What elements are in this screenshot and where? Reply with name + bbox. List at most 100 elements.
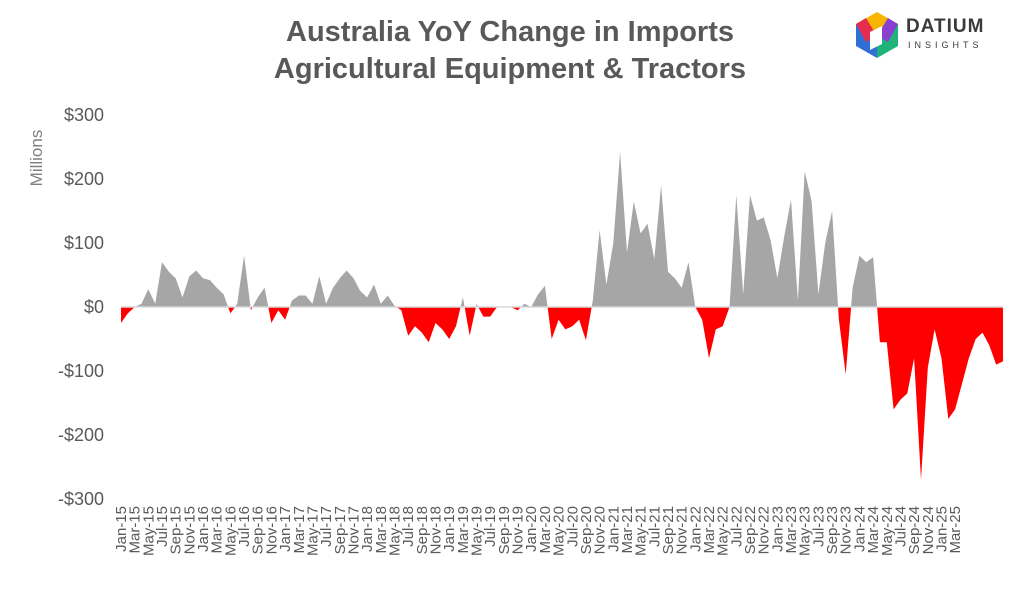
y-tick-label: $200 — [64, 169, 104, 189]
x-tick-label: Nov-24 — [920, 506, 937, 554]
x-tick-label: Mar-20 — [537, 506, 554, 554]
negative-area-7 — [510, 307, 521, 311]
negative-area-11 — [877, 307, 1003, 480]
x-tick-label: Jan-20 — [523, 506, 540, 552]
y-axis-ticks: $300 $200 $100 $0 -$100 -$200 -$300 — [58, 105, 104, 509]
negative-area-5 — [464, 307, 476, 336]
negative-area-6 — [478, 307, 497, 317]
x-tick-label: Sep-17 — [332, 506, 349, 554]
y-tick-label: -$300 — [58, 489, 104, 509]
x-tick-label: Jan-23 — [769, 506, 786, 552]
negative-area-4 — [396, 307, 461, 343]
x-tick-label: Jan-18 — [359, 506, 376, 552]
x-tick-label: Mar-22 — [701, 506, 718, 554]
x-tick-label: Jul-20 — [564, 506, 581, 547]
x-tick-label: Jan-17 — [277, 506, 294, 552]
x-tick-label: Jul-22 — [728, 506, 745, 547]
x-tick-label: Jul-17 — [318, 506, 335, 547]
title-line-2: Agricultural Equipment & Tractors — [273, 53, 747, 85]
x-tick-label: Jul-21 — [646, 506, 663, 547]
x-tick-label: Jan-15 — [113, 506, 130, 552]
x-tick-label: May-18 — [386, 506, 403, 556]
negative-area-9 — [695, 307, 730, 359]
positive-series — [134, 152, 878, 307]
x-tick-label: Jul-15 — [154, 506, 171, 547]
x-tick-label: May-24 — [879, 506, 896, 556]
x-tick-label: Sep-15 — [168, 506, 185, 554]
x-tick-label: Jul-16 — [236, 506, 253, 547]
x-tick-label: Nov-18 — [428, 506, 445, 554]
x-tick-label: Mar-25 — [947, 506, 964, 554]
x-tick-label: Jul-24 — [892, 506, 909, 547]
positive-area-9 — [729, 171, 839, 307]
negative-area-1 — [228, 307, 235, 314]
negative-area-0 — [121, 307, 135, 323]
x-tick-label: Sep-16 — [250, 506, 267, 554]
x-tick-label: May-16 — [222, 506, 239, 556]
positive-area-5 — [475, 303, 479, 307]
logo-word-datium: DATIUM — [906, 16, 985, 37]
y-tick-label: -$100 — [58, 361, 104, 381]
x-tick-label: Sep-22 — [742, 506, 759, 554]
positive-area-4 — [460, 297, 465, 307]
x-tick-label: May-20 — [551, 506, 568, 556]
negative-area-10 — [838, 307, 852, 375]
y-tick-label: $300 — [64, 105, 104, 125]
title-line-1: Australia YoY Change in Imports — [286, 16, 734, 48]
x-tick-label: Sep-23 — [824, 506, 841, 554]
positive-area-1 — [235, 255, 251, 307]
x-tick-label: Jul-19 — [482, 506, 499, 547]
x-tick-label: Mar-17 — [291, 506, 308, 554]
x-tick-label: Sep-21 — [660, 506, 677, 554]
logo-word-insights: INSIGHTS — [908, 40, 983, 50]
x-tick-label: Mar-19 — [455, 506, 472, 554]
negative-area-2 — [250, 307, 253, 311]
x-tick-label: Nov-17 — [345, 506, 362, 554]
positive-area-0 — [134, 262, 229, 307]
logo-cube-icon — [856, 12, 898, 58]
x-tick-label: May-22 — [715, 506, 732, 556]
x-tick-label: Nov-22 — [756, 506, 773, 554]
x-tick-label: Sep-19 — [496, 506, 513, 554]
x-tick-label: Mar-18 — [373, 506, 390, 554]
x-tick-label: Nov-16 — [263, 506, 280, 554]
x-tick-label: Sep-24 — [906, 506, 923, 554]
x-tick-label: Mar-16 — [209, 506, 226, 554]
negative-area-3 — [268, 307, 290, 323]
negative-area-8 — [547, 307, 592, 341]
x-tick-label: Jul-18 — [400, 506, 417, 547]
y-tick-label: $0 — [84, 297, 104, 317]
x-tick-label: Jan-16 — [195, 506, 212, 552]
x-tick-label: Nov-21 — [674, 506, 691, 554]
x-tick-label: Jan-22 — [687, 506, 704, 552]
positive-area-2 — [252, 287, 269, 307]
y-axis-label: Millions — [27, 130, 46, 187]
x-tick-label: May-23 — [797, 506, 814, 556]
x-tick-label: Jan-21 — [605, 506, 622, 552]
x-tick-label: Mar-15 — [127, 506, 144, 554]
positive-area-6 — [521, 303, 532, 307]
x-tick-label: Jan-24 — [851, 506, 868, 552]
x-tick-label: May-17 — [304, 506, 321, 556]
chart-title: Australia YoY Change in Imports Agricult… — [230, 14, 790, 88]
x-tick-label: Jul-23 — [810, 506, 827, 547]
y-tick-label: -$200 — [58, 425, 104, 445]
x-tick-label: Nov-20 — [592, 506, 609, 554]
x-tick-label: Sep-18 — [414, 506, 431, 554]
x-tick-label: Nov-19 — [510, 506, 527, 554]
x-tick-label: Nov-23 — [838, 506, 855, 554]
positive-area-3 — [289, 270, 397, 307]
y-tick-label: $100 — [64, 233, 104, 253]
x-tick-label: Mar-23 — [783, 506, 800, 554]
x-tick-label: May-15 — [140, 506, 157, 556]
positive-area-7 — [531, 285, 548, 307]
x-tick-label: Mar-21 — [619, 506, 636, 554]
x-tick-label: Sep-20 — [578, 506, 595, 554]
positive-area-10 — [851, 255, 878, 307]
x-tick-label: Nov-15 — [181, 506, 198, 554]
negative-series — [121, 307, 1003, 480]
x-tick-label: May-19 — [469, 506, 486, 556]
x-tick-label: May-21 — [633, 506, 650, 556]
x-tick-label: Mar-24 — [865, 506, 882, 554]
